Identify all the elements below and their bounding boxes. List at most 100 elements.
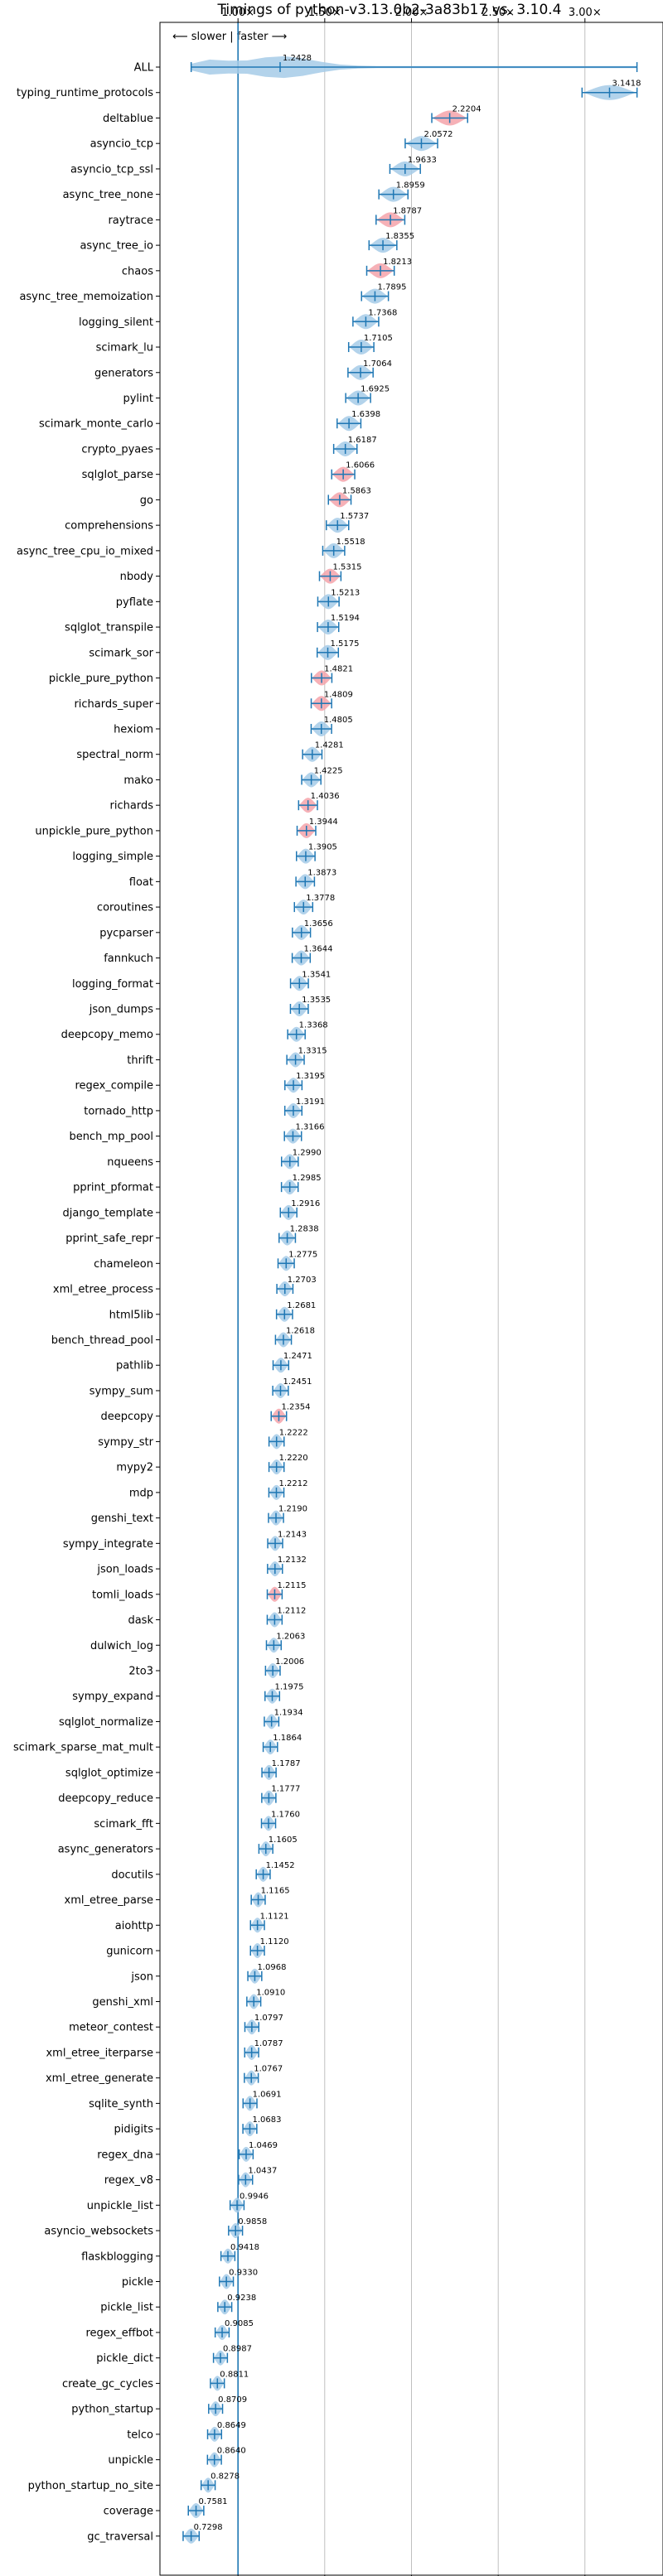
benchmark-name: genshi_xml: [92, 1996, 153, 2009]
benchmark-name: xml_etree_parse: [65, 1894, 153, 1907]
benchmark-name: pickle_list: [100, 2302, 153, 2314]
benchmark-row: [295, 874, 316, 890]
benchmark-row: [247, 1968, 263, 1984]
benchmark-name: sqlglot_parse: [82, 469, 153, 481]
benchmark-row: [238, 2172, 254, 2188]
benchmark-name: thrift: [127, 1054, 153, 1067]
value-label: 1.2115: [277, 1581, 306, 1590]
benchmark-name: python_startup: [71, 2404, 153, 2416]
benchmark-name: nqueens: [107, 1156, 153, 1169]
value-label: 1.0787: [254, 2039, 283, 2048]
benchmark-row: [267, 1536, 283, 1551]
benchmark-row: [264, 1714, 280, 1729]
benchmark-name: fannkuch: [104, 953, 153, 965]
value-label: 1.2838: [290, 1225, 319, 1234]
value-label: 1.0797: [254, 2014, 283, 2023]
value-label: 1.1121: [260, 1912, 289, 1921]
benchmark-row: [228, 2223, 244, 2239]
benchmark-row: [318, 568, 342, 584]
value-label: 1.3778: [306, 894, 335, 903]
benchmark-name: json_dumps: [89, 1004, 153, 1016]
value-label: 1.6398: [351, 410, 380, 419]
benchmark-name: sympy_integrate: [63, 1538, 153, 1551]
value-label: 1.5518: [336, 538, 365, 547]
benchmark-name: sympy_expand: [72, 1691, 153, 1703]
value-label: 1.3944: [309, 818, 338, 827]
value-label: 0.9238: [227, 2294, 256, 2303]
benchmark-name: async_tree_none: [63, 189, 153, 201]
benchmark-row: [265, 1638, 282, 1653]
value-label: 1.4281: [315, 741, 344, 750]
benchmark-row: [302, 746, 323, 762]
benchmark-row: [375, 212, 406, 228]
value-label: 1.2451: [283, 1377, 312, 1387]
benchmark-name: json_loads: [96, 1564, 153, 1576]
value-label: 1.3166: [295, 1123, 324, 1132]
benchmark-name: richards_super: [74, 698, 153, 711]
value-label: 1.2212: [278, 1479, 307, 1488]
value-label: 0.9858: [238, 2217, 267, 2226]
benchmark-row: [264, 1662, 281, 1678]
benchmark-row: [298, 798, 318, 813]
value-label: 3.1418: [612, 80, 641, 89]
top-tick-label: 1.50×: [308, 7, 341, 19]
value-label: 1.3644: [303, 945, 332, 954]
value-label: 0.9946: [240, 2192, 269, 2201]
benchmark-name: aiohttp: [115, 1920, 153, 1932]
value-label: 1.2132: [278, 1556, 307, 1565]
benchmark-row: [301, 772, 322, 788]
benchmark-name: dask: [128, 1614, 153, 1627]
value-label: 1.2775: [288, 1250, 317, 1259]
benchmark-name: crypto_pyaes: [81, 443, 153, 456]
benchmark-name: go: [140, 494, 153, 507]
benchmark-row: [389, 161, 421, 176]
value-label: 0.8987: [223, 2345, 252, 2354]
value-label: 1.0910: [256, 1988, 285, 1997]
benchmark-name: scimark_monte_carlo: [39, 418, 153, 431]
benchmark-row: [264, 1688, 281, 1704]
benchmark-name: pylint: [123, 393, 153, 405]
benchmark-row: [311, 670, 333, 686]
value-label: 1.2471: [283, 1352, 312, 1361]
benchmark-row: [250, 1892, 266, 1908]
benchmark-name: logging_format: [72, 978, 153, 991]
benchmark-row: [229, 2197, 245, 2213]
value-label: 1.5194: [331, 614, 360, 623]
benchmark-row: [317, 594, 340, 610]
benchmark-row: [296, 822, 317, 838]
benchmark-row: [275, 1306, 293, 1322]
benchmark-name: sqlglot_optimize: [65, 1767, 153, 1779]
benchmark-name: mako: [123, 774, 153, 787]
benchmark-name: sympy_str: [98, 1436, 153, 1449]
benchmark-row: [258, 1841, 273, 1857]
benchmark-row: [217, 2299, 233, 2315]
value-label: 0.9418: [230, 2243, 259, 2252]
value-label: 1.2703: [288, 1276, 317, 1285]
benchmark-name: spectral_norm: [76, 749, 153, 761]
benchmark-row: [238, 2146, 254, 2162]
benchmark-row: [260, 1816, 277, 1831]
value-label: 1.3315: [298, 1046, 327, 1055]
value-label: 1.2220: [279, 1454, 308, 1463]
value-label: 1.1120: [260, 1937, 289, 1946]
benchmark-row: [289, 976, 309, 991]
benchmark-row: [190, 55, 638, 79]
benchmark-name: html5lib: [109, 1309, 153, 1321]
benchmark-row: [268, 1459, 285, 1475]
benchmark-name: unpickle_list: [87, 2200, 153, 2212]
benchmark-name: pprint_safe_repr: [65, 1233, 153, 1245]
benchmark-name: scimark_fft: [94, 1818, 153, 1831]
benchmark-row: [268, 1434, 285, 1450]
benchmark-row: [220, 2248, 236, 2264]
value-label: 1.2916: [291, 1199, 320, 1208]
benchmark-name: float: [129, 876, 153, 889]
top-tick-label: 2.50×: [482, 7, 515, 19]
value-label: 2.2204: [452, 104, 482, 113]
value-label: 1.0691: [253, 2090, 282, 2099]
value-label: 1.2428: [283, 54, 312, 63]
benchmark-name: 2to3: [128, 1665, 153, 1677]
top-tick-label: 2.00×: [395, 7, 428, 19]
value-label: 1.4036: [311, 792, 340, 801]
benchmark-row: [272, 1382, 289, 1398]
benchmark-name: sqlglot_normalize: [59, 1716, 153, 1729]
